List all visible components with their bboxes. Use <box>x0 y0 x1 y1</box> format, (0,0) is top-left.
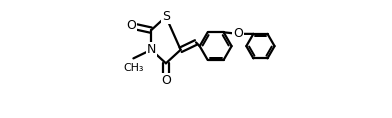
Text: S: S <box>162 10 170 23</box>
Text: N: N <box>147 43 156 56</box>
Text: O: O <box>233 27 243 40</box>
Text: O: O <box>127 19 136 32</box>
Text: O: O <box>161 74 171 87</box>
Text: CH₃: CH₃ <box>123 63 143 73</box>
